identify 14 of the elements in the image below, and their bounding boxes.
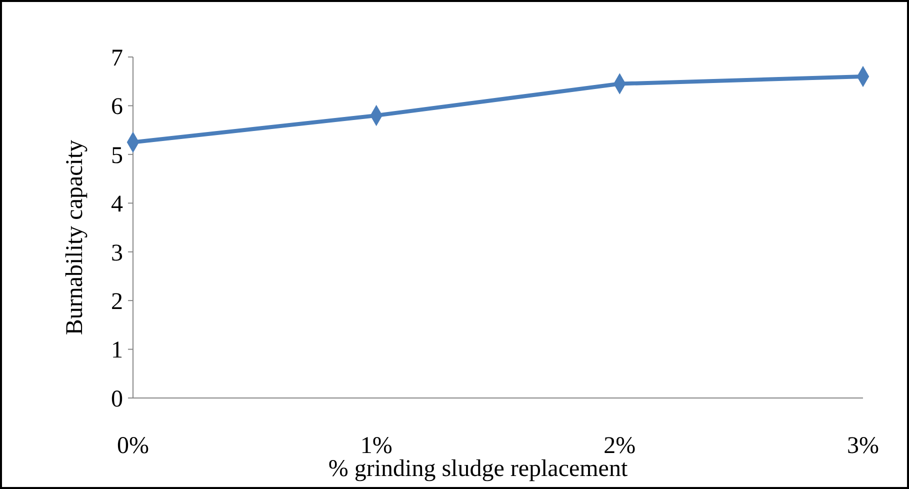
y-tick-label: 5	[111, 142, 123, 169]
y-tick-label: 7	[111, 45, 123, 72]
x-tick-label: 0%	[117, 433, 149, 459]
y-axis-title: Burnability capacity	[62, 140, 88, 336]
x-axis-title: % grinding sludge replacement	[328, 456, 628, 482]
y-tick-label: 6	[111, 94, 123, 120]
y-tick-label: 1	[111, 338, 123, 364]
y-tick-label: 4	[111, 192, 123, 218]
x-tick-label: 2%	[604, 433, 636, 459]
y-tick-label: 2	[111, 288, 123, 315]
x-tick-label: 1%	[360, 433, 392, 459]
y-tick-label: 0	[111, 386, 123, 412]
y-tick-label: 3	[111, 240, 123, 266]
x-tick-label: 3%	[847, 433, 879, 459]
